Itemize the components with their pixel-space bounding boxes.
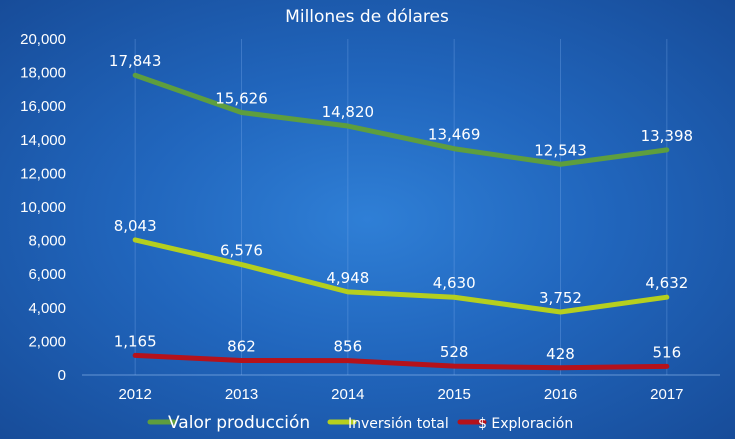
legend-label: Inversión total [348, 416, 449, 432]
y-tick-label: 10,000 [20, 199, 66, 216]
data-label: 862 [227, 338, 256, 356]
data-label: 17,843 [109, 52, 162, 70]
data-label: 13,469 [428, 126, 481, 144]
legend-label: $ Exploración [478, 416, 573, 432]
y-axis: 0 2,000 4,000 6,000 8,000 10,000 12,000 14,000 1… [20, 31, 66, 384]
y-tick-label: 0 [58, 367, 66, 384]
series-line-2 [132, 237, 670, 315]
gridlines [134, 39, 668, 375]
data-label: 13,398 [641, 127, 694, 145]
x-tick-label: 2016 [544, 386, 577, 403]
y-tick-label: 14,000 [20, 132, 66, 149]
data-label: 3,752 [539, 289, 582, 307]
data-label: 15,626 [215, 89, 268, 107]
y-tick-label: 20,000 [20, 31, 66, 48]
series-line-1 [132, 72, 670, 167]
x-tick-label: 2015 [437, 386, 470, 403]
y-tick-label: 8,000 [28, 233, 66, 250]
data-labels: 17,843 15,626 14,820 13,469 12,543 13,398 8,04… [109, 52, 693, 363]
legend-label: Valor producción [168, 413, 310, 433]
y-tick-label: 2,000 [28, 333, 66, 350]
y-tick-label: 4,000 [28, 300, 66, 317]
data-label: 6,576 [220, 242, 263, 260]
data-label: 12,543 [534, 141, 587, 159]
x-tick-label: 2012 [118, 386, 151, 403]
series-line-3 [132, 352, 670, 371]
data-label: 528 [440, 343, 469, 361]
data-label: 4,632 [645, 274, 688, 292]
y-tick-label: 12,000 [20, 165, 66, 182]
data-label: 516 [653, 343, 682, 361]
y-tick-label: 18,000 [20, 65, 66, 82]
chart-title: Millones de dólares [285, 7, 449, 27]
legend: Valor producción Inversión total $ Explora… [147, 413, 573, 433]
y-tick-label: 6,000 [28, 266, 66, 283]
data-label: 14,820 [322, 103, 375, 121]
x-tick-label: 2014 [331, 386, 364, 403]
x-tick-label: 2013 [225, 386, 258, 403]
data-label: 8,043 [114, 217, 157, 235]
data-label: 1,165 [114, 332, 157, 350]
data-label: 856 [334, 338, 363, 356]
y-tick-label: 16,000 [20, 98, 66, 115]
data-label: 428 [546, 345, 575, 363]
x-axis: 2012 2013 2014 2015 2016 2017 [82, 374, 720, 403]
series-lines [132, 72, 670, 371]
data-label: 4,948 [326, 269, 369, 287]
x-tick-label: 2017 [650, 386, 683, 403]
data-label: 4,630 [433, 274, 476, 292]
